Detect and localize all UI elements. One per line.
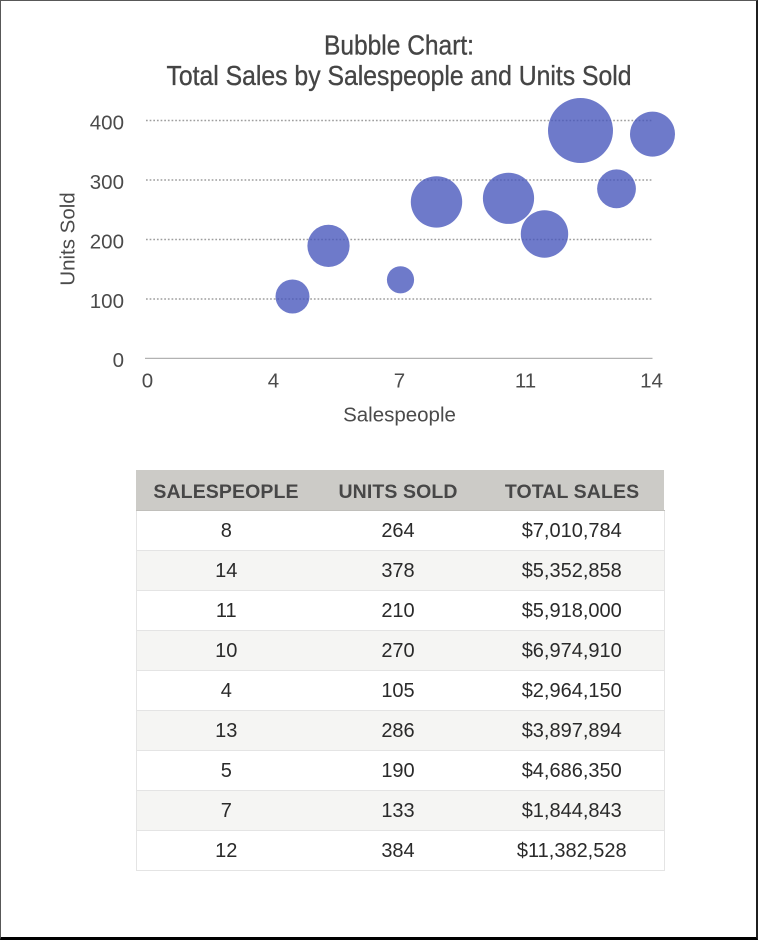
- svg-text:100: 100: [90, 290, 124, 313]
- svg-text:Units Sold: Units Sold: [57, 192, 80, 285]
- svg-text:300: 300: [90, 171, 124, 194]
- svg-text:Bubble Chart:: Bubble Chart:: [324, 30, 474, 61]
- svg-text:14: 14: [640, 370, 663, 393]
- svg-text:Total Sales by Salespeople and: Total Sales by Salespeople and Units Sol…: [167, 60, 632, 91]
- svg-text:200: 200: [90, 230, 124, 253]
- svg-text:7: 7: [394, 370, 405, 393]
- svg-text:11: 11: [515, 370, 536, 393]
- svg-text:Salespeople: Salespeople: [343, 403, 456, 426]
- svg-text:4: 4: [268, 370, 279, 393]
- svg-text:400: 400: [90, 111, 124, 134]
- svg-text:0: 0: [113, 349, 124, 372]
- svg-text:0: 0: [142, 370, 153, 393]
